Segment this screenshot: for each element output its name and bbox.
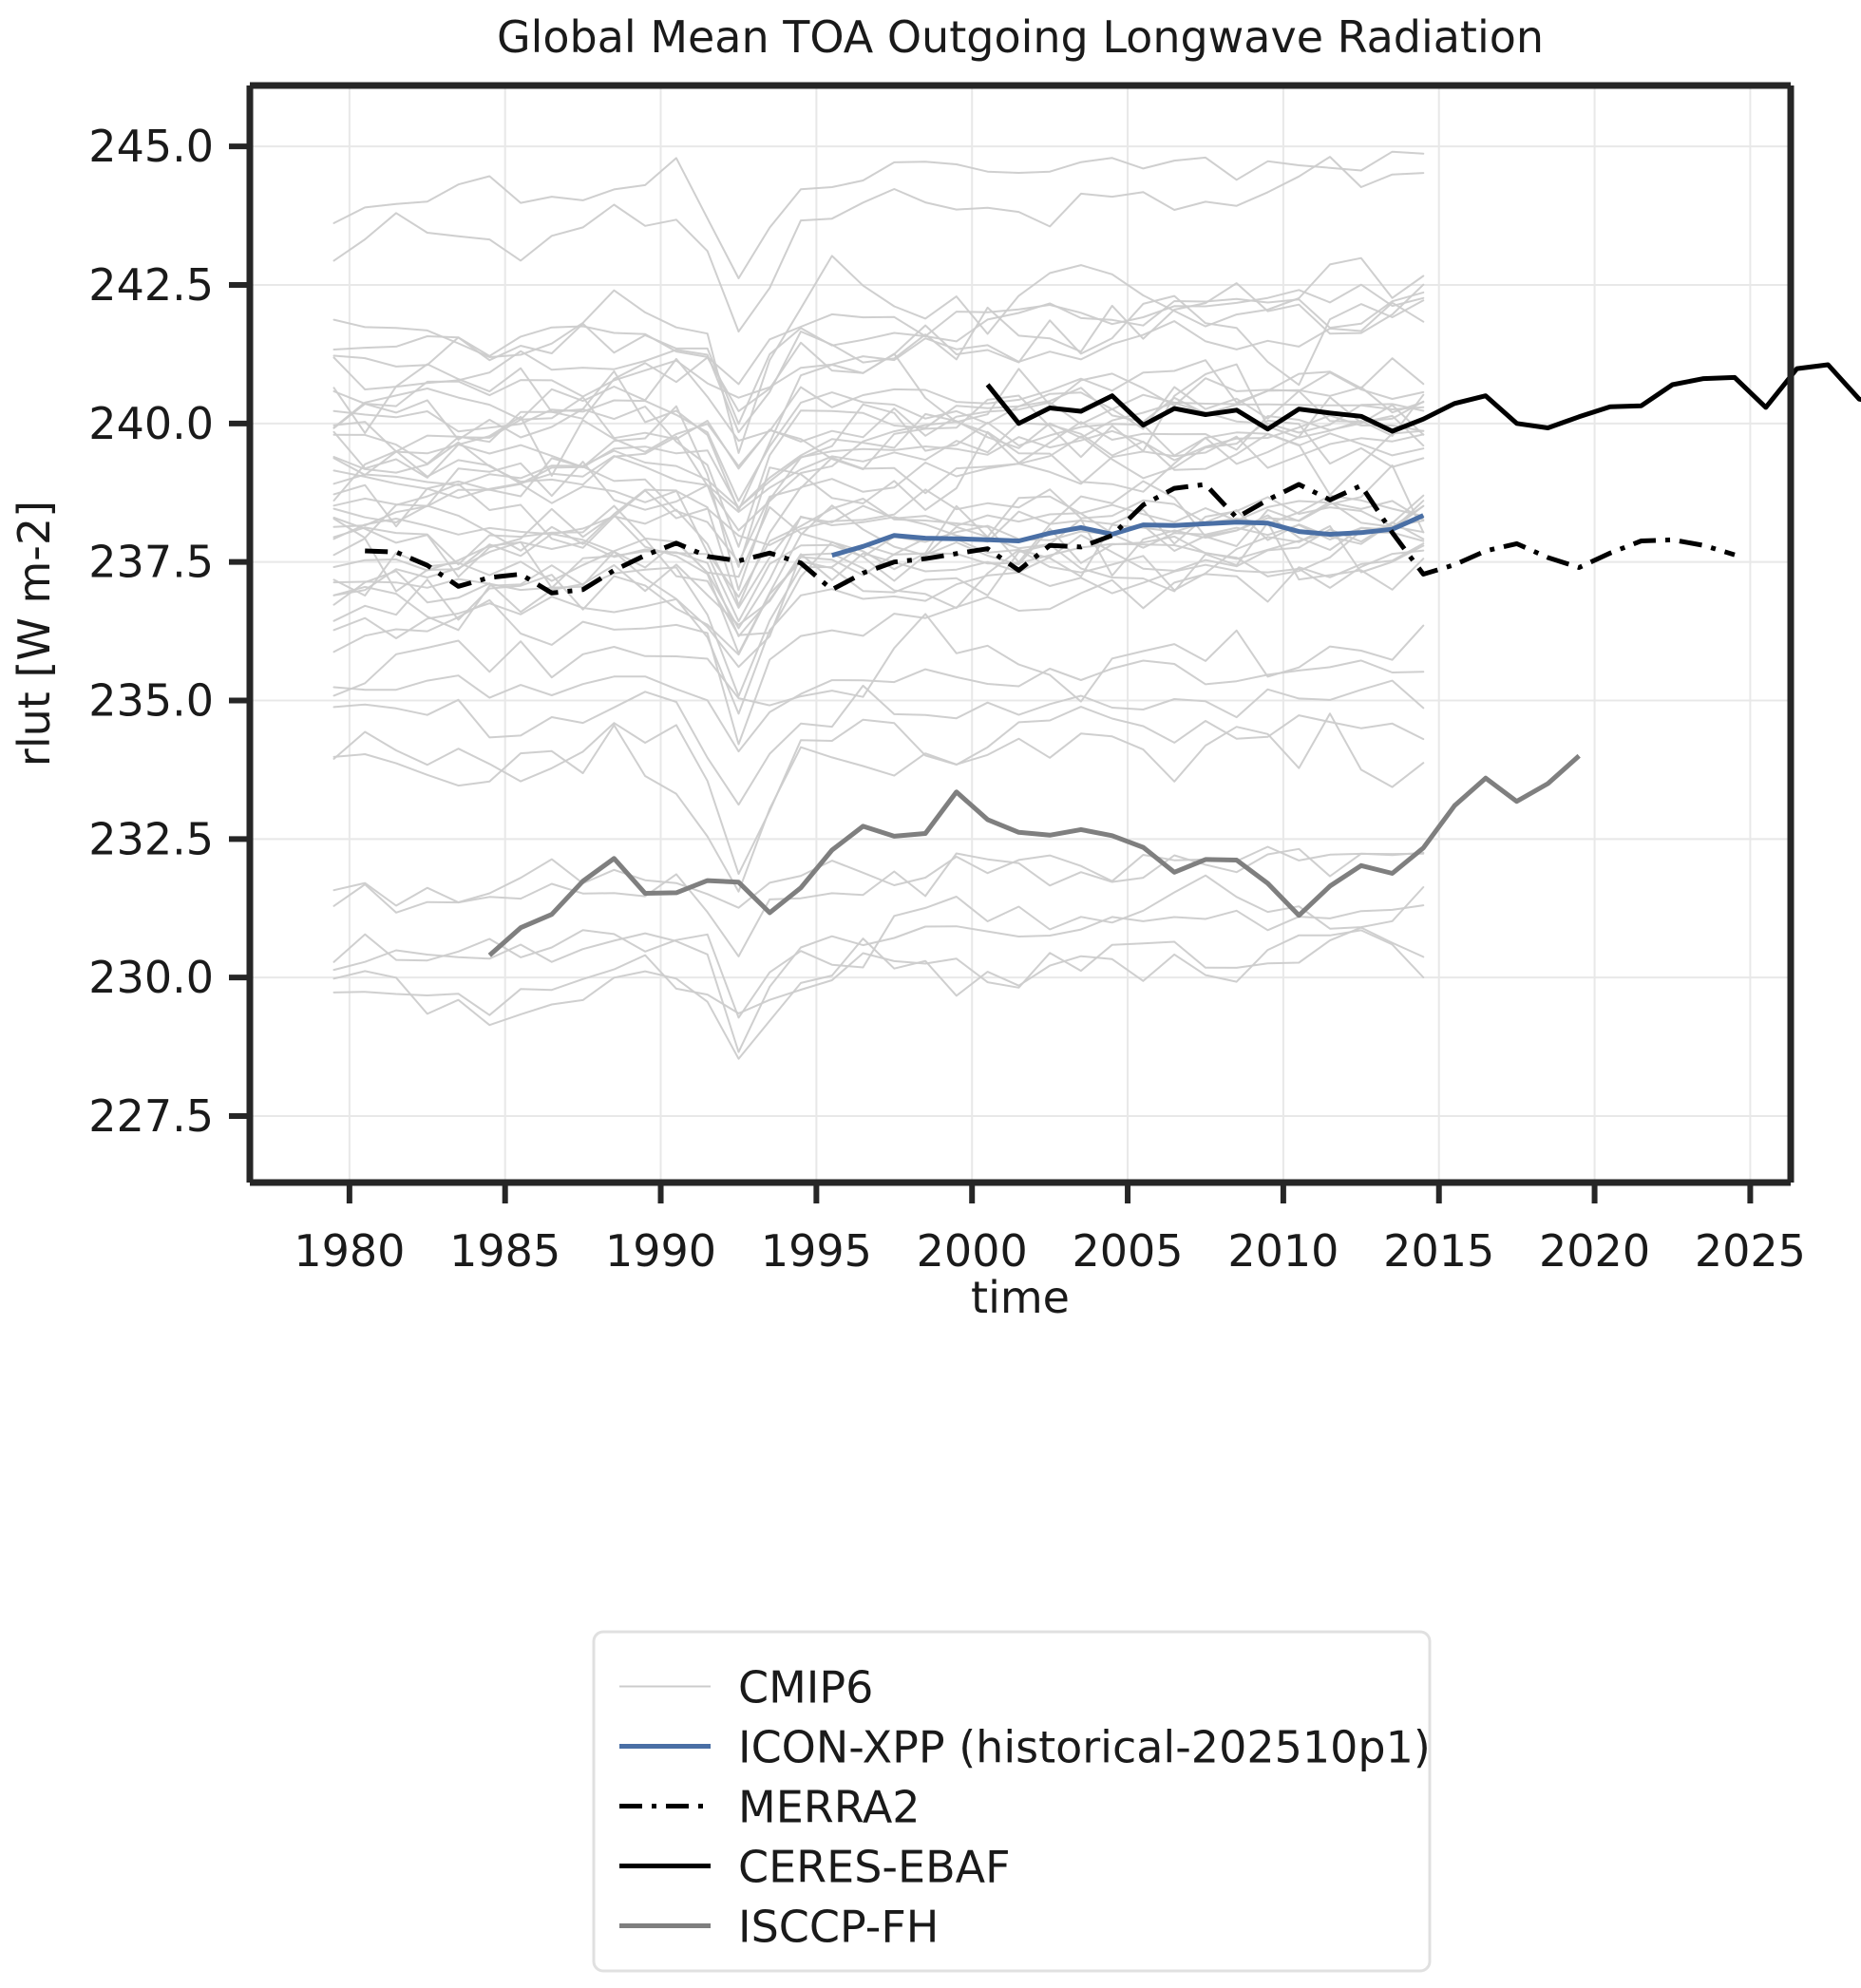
x-tick-label: 2015 xyxy=(1383,1225,1494,1277)
cmip6-member-line xyxy=(332,613,1425,707)
cmip6-member-line xyxy=(332,679,1425,806)
cmip6-member-line xyxy=(332,387,1425,548)
series-line-merra2 xyxy=(365,482,1736,596)
x-tick-label: 1980 xyxy=(294,1225,405,1277)
cmip6-member-line xyxy=(332,521,1425,626)
cmip6-member-line xyxy=(332,404,1425,532)
x-tick-label: 2020 xyxy=(1539,1225,1650,1277)
y-tick-label: 230.0 xyxy=(88,952,214,1003)
cmip6-member-line xyxy=(332,414,1425,509)
axis-ticks xyxy=(229,143,1754,1203)
cmip6-member-line xyxy=(332,282,1425,434)
cmip6-member-line xyxy=(332,494,1425,637)
cmip6-member-line xyxy=(332,150,1425,279)
cmip6-member-line xyxy=(332,496,1425,630)
series-line-icon-xpp-historical-202510p1 xyxy=(831,513,1425,559)
legend-label: CERES-EBAF xyxy=(738,1842,1011,1893)
cmip6-member-line xyxy=(332,402,1425,509)
cmip6-member-line xyxy=(332,500,1425,593)
x-tick-label: 2025 xyxy=(1695,1225,1806,1277)
y-tick-label: 235.0 xyxy=(88,675,214,727)
cmip6-member-line xyxy=(332,712,1425,893)
cmip6-member-line xyxy=(332,521,1425,656)
cmip6-member-line xyxy=(332,396,1425,592)
series-line-isccp-fh xyxy=(487,753,1581,957)
cmip6-member-line xyxy=(332,847,1425,957)
y-tick-label: 245.0 xyxy=(88,121,214,172)
x-tick-label: 2000 xyxy=(917,1225,1028,1277)
x-tick-label: 1985 xyxy=(449,1225,560,1277)
x-tick-label: 2005 xyxy=(1073,1225,1184,1277)
x-axis-label: time xyxy=(971,1272,1070,1323)
x-tick-label: 1990 xyxy=(605,1225,716,1277)
cmip6-ensemble-lines xyxy=(332,150,1425,1060)
series-line-ceres-ebaf xyxy=(985,362,1861,434)
legend-label: ISCCP-FH xyxy=(738,1902,939,1953)
legend-label: ICON-XPP (historical-202510p1) xyxy=(738,1722,1431,1773)
y-tick-label: 232.5 xyxy=(88,813,214,864)
y-tick-label: 240.0 xyxy=(88,398,214,449)
cmip6-member-line xyxy=(332,845,1425,909)
cmip6-member-line xyxy=(332,926,1425,1016)
legend-label: MERRA2 xyxy=(738,1782,921,1833)
axes-spines xyxy=(246,82,1795,1186)
cmip6-member-line xyxy=(332,904,1425,1053)
cmip6-member-line xyxy=(332,419,1425,563)
cmip6-member-line xyxy=(332,483,1425,549)
legend-label: CMIP6 xyxy=(738,1662,873,1713)
cmip6-member-line xyxy=(332,433,1425,607)
cmip6-member-line xyxy=(332,352,1425,512)
y-tick-label: 227.5 xyxy=(88,1090,214,1142)
chart-legend: CMIP6 ICON-XPP (historical-202510p1) MERRA… xyxy=(592,1630,1432,1973)
cmip6-member-line xyxy=(332,542,1425,746)
data-series-lines xyxy=(365,362,1861,957)
cmip6-member-line xyxy=(332,283,1425,386)
cmip6-member-line xyxy=(332,291,1425,426)
legend-box xyxy=(592,1630,1432,1973)
x-tick-label: 1995 xyxy=(761,1225,872,1277)
cmip6-member-line xyxy=(332,386,1425,470)
cmip6-member-line xyxy=(332,659,1425,753)
y-tick-label: 242.5 xyxy=(88,259,214,311)
cmip6-member-line xyxy=(332,429,1425,568)
axis-tick-labels: 1980 1985 1990 1995 2000 2005 2010 2015 2020 2025… xyxy=(88,121,1806,1277)
cmip6-member-line xyxy=(332,363,1425,479)
cmip6-member-line xyxy=(332,301,1425,407)
chart-title: Global Mean TOA Outgoing Longwave Radiat… xyxy=(497,11,1544,63)
x-tick-label: 2010 xyxy=(1227,1225,1339,1277)
cmip6-member-line xyxy=(332,706,1425,876)
cmip6-member-line xyxy=(332,156,1425,333)
cmip6-member-line xyxy=(332,464,1425,598)
y-axis-label: rlut [W m-2] xyxy=(9,501,60,767)
cmip6-member-line xyxy=(332,500,1425,609)
y-tick-label: 237.5 xyxy=(88,537,214,588)
cmip6-member-line xyxy=(332,549,1425,715)
cmip6-member-line xyxy=(332,524,1425,669)
cmip6-member-line xyxy=(332,929,1425,1060)
